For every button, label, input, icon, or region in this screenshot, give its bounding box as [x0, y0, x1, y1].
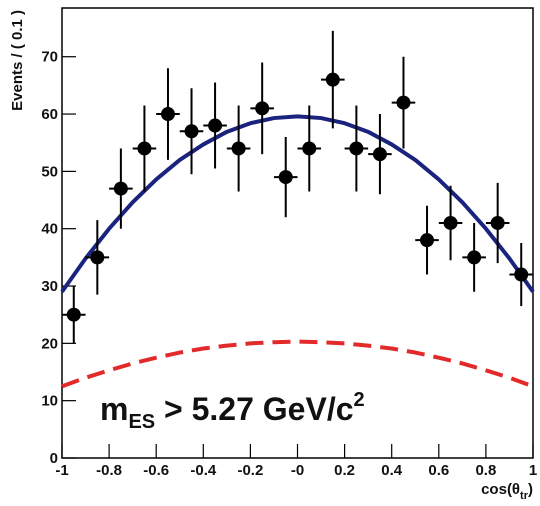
x-tick-label: -0.6	[143, 462, 169, 479]
data-point	[66, 307, 81, 322]
data-point	[90, 250, 105, 265]
x-tick-label: 1	[529, 462, 537, 479]
data-point	[302, 141, 317, 156]
background-curve	[61, 339, 534, 389]
data-point	[443, 215, 458, 230]
annotation-text: > 5.27 GeV/c	[155, 391, 353, 427]
y-tick-label: 50	[41, 163, 58, 180]
data-point	[255, 101, 270, 116]
fit-curve	[60, 114, 535, 293]
data-point	[160, 107, 175, 122]
data-point	[420, 233, 435, 248]
data-point	[113, 181, 128, 196]
x-tick-label: -0.8	[96, 462, 122, 479]
annotation-sub: ES	[128, 411, 155, 433]
data-point	[396, 95, 411, 110]
x-tick-label: 0.2	[334, 462, 355, 479]
x-label-end: )	[528, 481, 533, 498]
y-tick-label: 20	[41, 335, 58, 352]
data-point	[208, 118, 223, 133]
data-point	[325, 72, 340, 87]
x-tick-label: 0.4	[381, 462, 403, 479]
x-label-main: cos(θ	[481, 481, 520, 498]
x-tick-label: -0.2	[237, 462, 263, 479]
data-point	[467, 250, 482, 265]
x-tick-label: -0.4	[190, 462, 217, 479]
data-point	[372, 147, 387, 162]
y-tick-label: 40	[41, 221, 58, 238]
data-point	[349, 141, 364, 156]
data-point	[231, 141, 246, 156]
y-tick-label: 60	[41, 106, 58, 123]
data-point	[490, 215, 505, 230]
x-tick-label: 0.6	[428, 462, 449, 479]
x-tick-label: 0.8	[475, 462, 496, 479]
annotation-sup: 2	[354, 389, 365, 411]
y-tick-label: 0	[50, 450, 58, 467]
data-point	[514, 267, 529, 282]
x-label-sub: tr	[520, 490, 529, 502]
annotation: mES > 5.27 GeV/c2	[100, 389, 365, 433]
annotation-m: m	[100, 391, 128, 427]
data-point	[137, 141, 152, 156]
data-point	[278, 170, 293, 185]
data-point	[184, 124, 199, 139]
x-axis-label: cos(θtr)	[481, 481, 533, 502]
y-tick-label: 70	[41, 49, 58, 66]
y-tick-label: 10	[41, 393, 58, 410]
y-axis-label: Events / ( 0.1 )	[9, 10, 26, 111]
x-tick-label: -0	[291, 462, 304, 479]
y-tick-label: 30	[41, 278, 58, 295]
x-tick-label: -1	[55, 462, 68, 479]
